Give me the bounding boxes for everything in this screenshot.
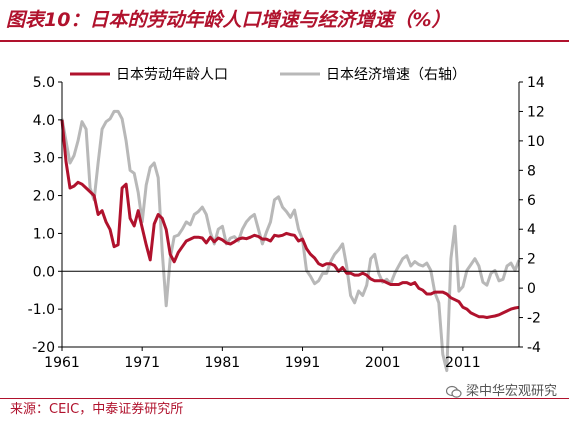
right-tick-label: 12 <box>527 104 545 120</box>
x-tick-label: 1991 <box>285 355 321 371</box>
left-tick-label: 5.0 <box>33 75 55 91</box>
labor-population-line <box>60 119 520 319</box>
left-tick-label: -20 <box>32 340 55 356</box>
axes: 5.0 4.0 3.0 2.0 1.0 0.0 -1.0 -20 14 12 10 8 6 4 2 0 -2 -4… <box>28 75 545 371</box>
right-tick-label: -2 <box>527 311 541 327</box>
legend-labor-label: 日本劳动年龄人口 <box>116 67 228 83</box>
x-tick-label: 1961 <box>44 355 80 371</box>
x-tick-label: 2001 <box>365 355 401 371</box>
right-tick-label: 6 <box>527 193 536 209</box>
right-tick-label: 0 <box>527 281 536 297</box>
right-tick-label: 8 <box>527 163 536 179</box>
legend-gdp-label: 日本经济增速（右轴） <box>326 67 466 83</box>
left-tick-label: 2.0 <box>33 189 55 205</box>
wechat-icon <box>445 385 462 399</box>
right-tick-label: -4 <box>527 340 541 356</box>
right-tick-label: 14 <box>527 75 545 91</box>
x-tick-label: 1981 <box>205 355 241 371</box>
source-divider <box>0 398 569 399</box>
series-lines <box>60 109 521 373</box>
x-tick-label: 2011 <box>445 355 481 371</box>
left-tick-label: 3.0 <box>33 151 55 167</box>
right-tick-label: 4 <box>527 222 536 238</box>
left-tick-label: 0.0 <box>33 264 55 280</box>
watermark-text: 梁中华宏观研究 <box>465 384 557 399</box>
x-tick-label: 1971 <box>124 355 160 371</box>
right-tick-label: 10 <box>527 134 545 150</box>
watermark: 梁中华宏观研究 <box>445 383 557 401</box>
left-tick-label: 1.0 <box>33 226 55 242</box>
left-tick-label: 4.0 <box>33 113 55 129</box>
source-note: 来源：CEIC，中泰证券研究所 <box>10 402 184 417</box>
gdp-growth-line <box>60 109 521 373</box>
right-tick-label: 2 <box>527 252 536 268</box>
left-tick-label: -1.0 <box>28 302 55 318</box>
chart-area: 5.0 4.0 3.0 2.0 1.0 0.0 -1.0 -20 14 12 10 8 6 4 2 0 -2 -4… <box>28 67 545 373</box>
figure-title: 图表10：日本的劳动年龄人口增速与经济增速（%） <box>6 9 451 31</box>
title-divider <box>0 40 569 42</box>
legend: 日本劳动年龄人口 日本经济增速（右轴） <box>70 67 466 83</box>
